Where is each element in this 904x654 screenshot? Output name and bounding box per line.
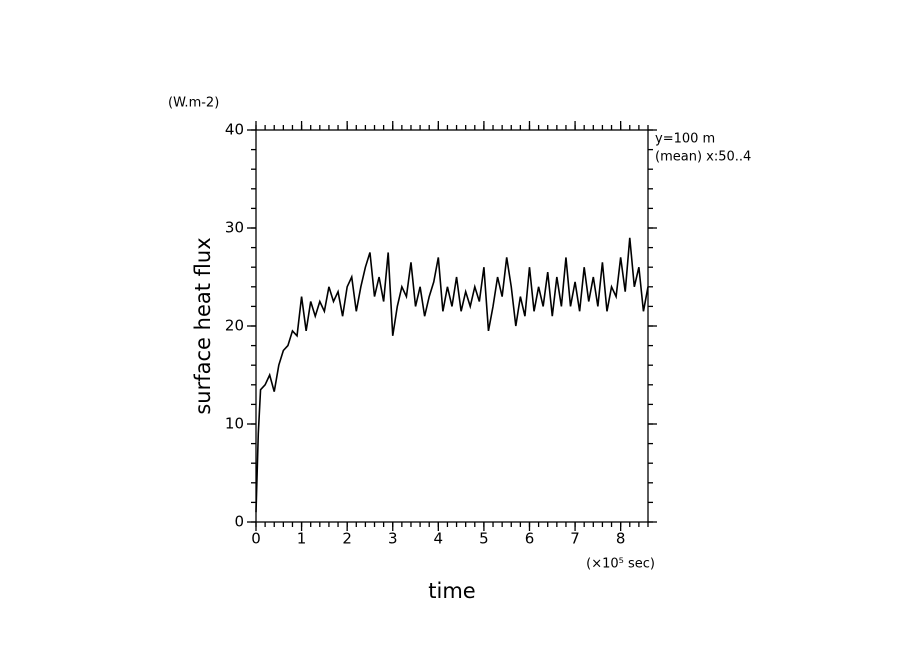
y-tick-label: 40	[225, 121, 244, 139]
x-tick-label: 2	[342, 530, 352, 548]
x-tick-label: 3	[388, 530, 398, 548]
y-tick-label: 20	[225, 317, 244, 335]
x-tick-label: 7	[570, 530, 580, 548]
plot-frame	[255, 129, 649, 523]
annotation: (mean) x:50..4	[655, 150, 751, 165]
x-tick-label: 4	[434, 530, 444, 548]
x-tick-label: 6	[525, 530, 535, 548]
x-tick-label: 1	[297, 530, 307, 548]
x-tick-label: 0	[251, 530, 261, 548]
y-tick-label: 0	[234, 513, 244, 531]
data-line	[255, 237, 649, 513]
y-tick-label: 30	[225, 219, 244, 237]
x-tick-label: 8	[616, 530, 626, 548]
y-axis-label: surface heat flux	[191, 237, 215, 414]
x-axis-label: time	[428, 579, 475, 603]
x-tick-label: 5	[479, 530, 489, 548]
y-unit: (W.m-2)	[168, 96, 219, 111]
annotation: y=100 m	[655, 132, 715, 147]
x-unit: (×10⁵ sec)	[586, 557, 655, 572]
y-tick-label: 10	[225, 415, 244, 433]
